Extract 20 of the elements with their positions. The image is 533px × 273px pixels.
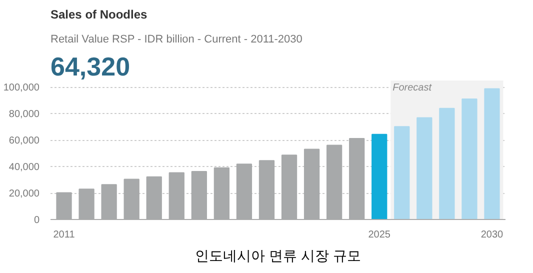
y-tick-label: 40,000 xyxy=(8,162,40,174)
y-tick-label: 20,000 xyxy=(8,188,40,200)
chart-subtitle: Retail Value RSP - IDR billion - Current - 2011-2030 xyxy=(50,34,302,46)
y-tick-label: 80,000 xyxy=(8,109,40,120)
y-tick-label: 100,000 xyxy=(3,82,40,94)
bar xyxy=(394,126,410,220)
band-label: Forecast xyxy=(392,82,433,94)
chart-title: Sales of Noodles xyxy=(50,8,148,22)
annotation: 64,320 xyxy=(50,52,130,82)
x-tick-label: 2025 xyxy=(368,230,391,240)
text: 인도네시아 면류 시장 규모 xyxy=(195,248,361,264)
bar xyxy=(462,98,478,220)
x-tick-label: 2030 xyxy=(480,230,504,240)
bar xyxy=(416,117,432,220)
x-tick-label: 2011 xyxy=(53,230,76,240)
bar xyxy=(439,108,455,220)
y-tick-label: 60,000 xyxy=(8,136,40,147)
y-tick-label: 0 xyxy=(34,215,40,226)
bar xyxy=(372,134,388,220)
bar xyxy=(484,88,500,220)
